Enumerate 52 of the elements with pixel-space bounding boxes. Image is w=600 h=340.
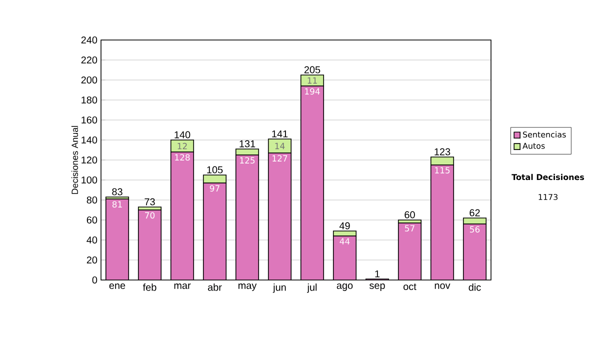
total-label: 205: [304, 66, 320, 74]
y-tick-label: 120: [82, 156, 98, 164]
y-tick-label: 40: [86, 236, 98, 244]
x-tick-label: jul: [307, 284, 317, 293]
x-tick-label: feb: [142, 284, 156, 291]
data-label: 12: [178, 142, 187, 150]
total-label: 131: [240, 140, 256, 148]
y-tick-label: 160: [82, 116, 98, 124]
data-label: 115: [435, 167, 450, 174]
data-label: 81: [112, 201, 122, 208]
total-label: 140: [174, 131, 190, 138]
y-tick-label: 20: [86, 256, 98, 264]
data-label: 127: [272, 155, 288, 162]
y-tick-label: 220: [81, 56, 98, 64]
total-label: 73: [144, 198, 155, 206]
y-tick-label: 200: [81, 76, 98, 84]
total-label: 123: [434, 148, 450, 156]
x-tick-label: oct: [404, 284, 416, 290]
x-tick-label: abr: [208, 284, 222, 291]
data-label: 70: [145, 212, 155, 219]
data-label: 128: [175, 154, 190, 161]
data-label: 97: [210, 185, 220, 192]
x-tick-label: mar: [174, 284, 191, 289]
data-label: 57: [405, 225, 414, 232]
data-label: 14: [275, 142, 285, 150]
y-tick-label: 80: [86, 196, 98, 204]
x-tick-label: nov: [434, 284, 450, 289]
total-label: 49: [339, 222, 350, 230]
y-tick-label: 60: [86, 216, 98, 224]
y-tick-label: 140: [82, 136, 98, 144]
total-label: 83: [112, 188, 122, 196]
x-tick-label: may: [238, 284, 257, 291]
data-label: 11: [308, 77, 317, 84]
total-label: 141: [272, 130, 288, 138]
x-tick-label: sep: [370, 284, 385, 291]
y-tick-label: 240: [81, 36, 98, 44]
y-tick-label: 0: [92, 276, 98, 284]
total-label: 105: [207, 166, 223, 174]
data-label: 44: [340, 238, 350, 244]
data-label: 56: [470, 226, 480, 233]
total-label: 62: [470, 209, 480, 216]
y-tick-label: 100: [82, 176, 98, 184]
x-tick-label: dic: [468, 284, 481, 291]
total-label: 60: [404, 211, 415, 218]
data-label: 194: [305, 88, 320, 95]
data-label: 125: [240, 157, 255, 164]
y-axis-title: Decisiones Anual: [71, 126, 78, 194]
x-tick-label: ago: [336, 284, 353, 291]
x-tick-label: jun: [272, 284, 286, 293]
total-label: 1: [375, 270, 380, 278]
x-tick-label: ene: [109, 284, 126, 289]
y-tick-label: 180: [82, 96, 98, 104]
